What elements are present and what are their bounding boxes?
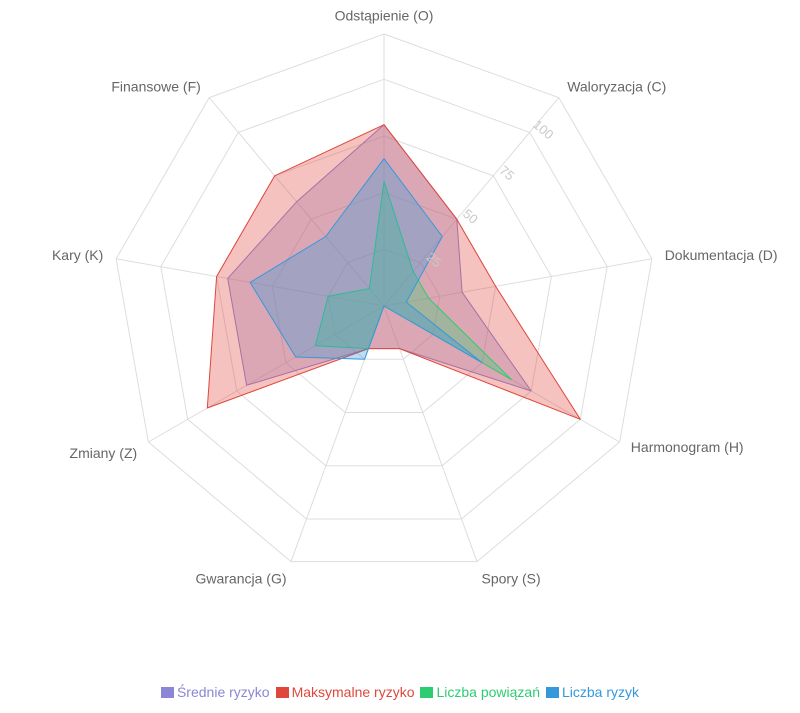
axis-label-5: Gwarancja (G) xyxy=(195,571,286,587)
legend-label-1: Maksymalne ryzyko xyxy=(291,684,415,700)
series-area-1 xyxy=(206,124,581,420)
legend-item-2[interactable]: Liczba powiązań xyxy=(420,684,540,700)
axis-label-8: Finansowe (F) xyxy=(111,78,200,94)
legend-label-0: Średnie ryzyko xyxy=(176,684,270,700)
legend-swatch-3 xyxy=(546,687,559,698)
tick-label-1: 50 xyxy=(460,206,481,227)
legend-swatch-2 xyxy=(420,687,434,698)
axis-label-7: Kary (K) xyxy=(52,247,103,263)
radar-series xyxy=(206,124,581,420)
axis-label-2: Dokumentacja (D) xyxy=(665,247,778,263)
legend-item-3[interactable]: Liczba ryzyk xyxy=(546,684,639,700)
series-area-3 xyxy=(249,158,483,364)
axis-label-6: Zmiany (Z) xyxy=(70,445,138,461)
axis-label-0: Odstąpienie (O) xyxy=(335,8,434,24)
axis-labels: Odstąpienie (O) Waloryzacja (C) Dokumentac… xyxy=(52,8,778,587)
axis-label-3: Harmonogram (H) xyxy=(631,439,744,455)
tick-label-3: 100 xyxy=(530,117,556,142)
legend-swatch-0 xyxy=(160,687,174,698)
chart-legend: Średnie ryzyko Maksymalne ryzyko Liczba po… xyxy=(0,684,800,700)
grid-ring-3 xyxy=(160,78,608,520)
spoke-line-6 xyxy=(148,305,385,443)
axis-label-4: Spory (S) xyxy=(482,571,541,587)
legend-swatch-1 xyxy=(275,687,289,698)
axis-label-1: Waloryzacja (C) xyxy=(567,78,666,94)
legend-label-3: Liczba ryzyk xyxy=(562,684,640,700)
grid-ring-0 xyxy=(327,248,441,360)
legend-item-1[interactable]: Maksymalne ryzyko xyxy=(275,684,415,700)
grid-ring-4 xyxy=(115,33,653,563)
legend-item-0[interactable]: Średnie ryzyko xyxy=(160,684,270,700)
tick-label-2: 75 xyxy=(497,163,518,184)
legend-label-2: Liczba powiązań xyxy=(436,684,540,700)
